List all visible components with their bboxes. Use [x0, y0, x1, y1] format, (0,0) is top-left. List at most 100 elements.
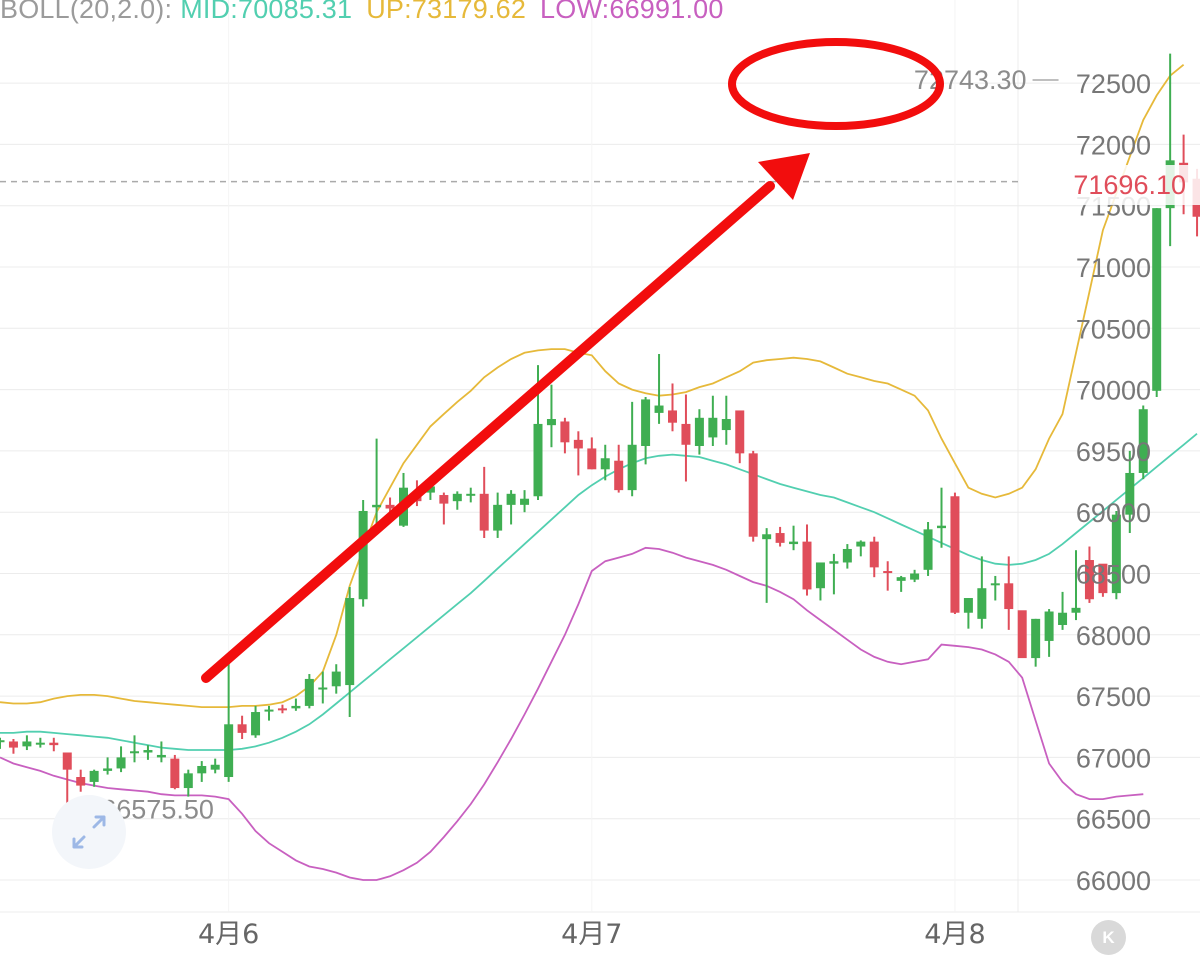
- candle: [170, 754, 180, 790]
- candle-body: [49, 742, 59, 746]
- candle-body: [479, 493, 489, 531]
- candle: [264, 705, 274, 721]
- candle: [735, 410, 745, 464]
- candle: [277, 704, 287, 714]
- candle: [883, 561, 893, 591]
- y-tick-label: 72000: [1076, 130, 1151, 160]
- candle-body: [358, 510, 368, 600]
- candle-body: [1044, 611, 1054, 641]
- y-tick-label: 66500: [1076, 805, 1151, 835]
- candle-body: [1031, 618, 1041, 659]
- candle-body: [331, 671, 341, 687]
- candle-body: [829, 561, 839, 564]
- legend-indicator: BOLL(20,2.0):: [0, 0, 173, 24]
- candle: [977, 556, 987, 629]
- trend-arrow-head: [758, 153, 810, 200]
- candle: [304, 674, 314, 709]
- candle-body: [883, 571, 893, 574]
- candle-body: [183, 773, 193, 789]
- k-line-button[interactable]: K: [1091, 920, 1126, 955]
- candle-body: [452, 493, 462, 502]
- candle-body: [130, 751, 139, 754]
- candle: [923, 522, 933, 576]
- candle-body: [1138, 409, 1148, 473]
- candle: [762, 528, 772, 603]
- candle: [8, 739, 18, 754]
- candle: [1004, 556, 1014, 630]
- candle: [802, 524, 812, 596]
- band-up: [0, 64, 1185, 708]
- y-tick-label: 72500: [1076, 69, 1151, 99]
- candle: [318, 671, 328, 704]
- x-tick-label: 4月6: [198, 919, 259, 950]
- candle: [35, 737, 45, 748]
- candle: [815, 562, 825, 601]
- expand-icon: [72, 815, 106, 849]
- candle-body: [103, 768, 113, 771]
- candle-body: [923, 529, 933, 570]
- candle: [1165, 53, 1175, 247]
- candle-body: [560, 421, 570, 443]
- candle: [1152, 208, 1162, 397]
- candle: [466, 487, 476, 503]
- legend-up: UP:73179.62: [366, 0, 527, 24]
- candle-body: [735, 410, 745, 454]
- bollinger-bands: [0, 64, 1198, 881]
- candle-body: [506, 493, 516, 505]
- candle-body: [224, 724, 234, 778]
- candle: [1071, 550, 1081, 621]
- candle: [573, 431, 583, 476]
- candle: [1017, 610, 1027, 659]
- candle-body: [1152, 208, 1162, 391]
- candle: [76, 769, 86, 792]
- candle-body: [977, 588, 987, 619]
- candle: [1058, 591, 1068, 630]
- candle: [103, 757, 113, 775]
- y-tick-label: 67000: [1076, 743, 1151, 773]
- candle-body: [466, 493, 476, 496]
- candle: [358, 499, 368, 607]
- candle: [89, 769, 99, 787]
- candle-body: [1004, 583, 1014, 610]
- candle-body: [76, 777, 86, 786]
- trend-arrow-shaft: [201, 181, 775, 683]
- candle-body: [35, 742, 45, 745]
- candle: [546, 384, 556, 448]
- candle: [694, 409, 704, 455]
- candle: [372, 438, 382, 525]
- candle: [479, 466, 489, 538]
- candle: [345, 586, 355, 717]
- candle-body: [869, 541, 879, 568]
- candle-body: [896, 577, 906, 581]
- candle: [1044, 609, 1054, 657]
- markup-overlay: [201, 38, 944, 683]
- candle-body: [304, 678, 314, 706]
- candle-body: [1084, 560, 1094, 600]
- expand-button[interactable]: [52, 795, 126, 869]
- grid: [0, 0, 1200, 913]
- candle: [869, 536, 879, 578]
- candle: [963, 598, 973, 629]
- candle-body: [385, 504, 395, 509]
- candle: [0, 737, 5, 749]
- candle: [654, 354, 664, 424]
- candle-body: [546, 419, 556, 426]
- candle: [331, 664, 341, 694]
- candle: [1138, 405, 1148, 480]
- candle: [990, 575, 1000, 601]
- candle-body: [668, 410, 677, 423]
- candle: [493, 492, 503, 538]
- y-tick-label: 69000: [1076, 498, 1151, 528]
- candle: [156, 741, 166, 763]
- candle: [856, 540, 866, 557]
- candle: [22, 735, 32, 751]
- candle: [1125, 450, 1135, 534]
- legend-low: LOW:66991.00: [540, 0, 724, 24]
- y-tick-label: 67500: [1076, 682, 1151, 712]
- candle: [587, 437, 597, 470]
- candle-body: [1111, 514, 1121, 594]
- candle-body: [1125, 472, 1135, 515]
- candle: [1098, 563, 1108, 597]
- candle: [291, 698, 301, 711]
- candle: [49, 737, 59, 752]
